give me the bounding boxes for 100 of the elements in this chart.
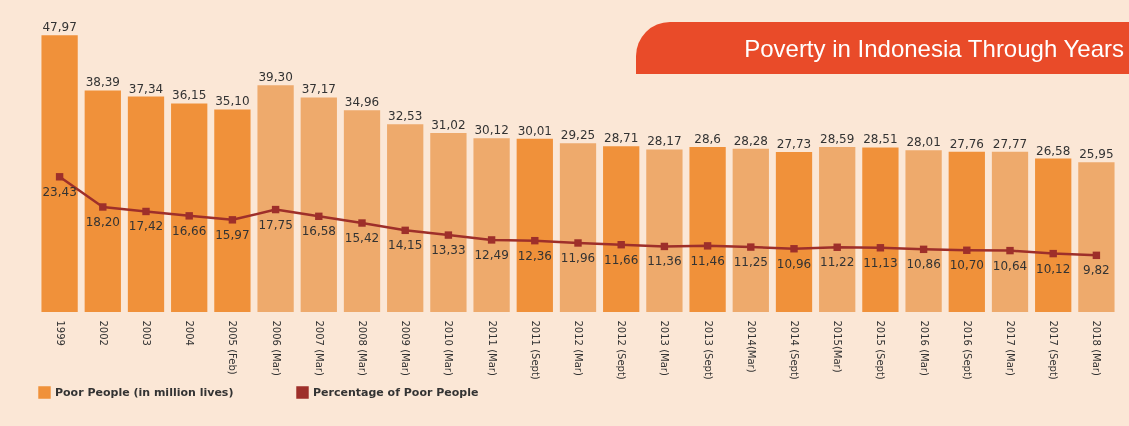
- data-label: 11,13: [863, 255, 898, 270]
- data-label: 28,17: [647, 134, 682, 149]
- bar: [41, 35, 78, 312]
- data-label: 11,66: [604, 252, 639, 267]
- bar: [559, 143, 597, 312]
- x-tick-label: 2003: [141, 320, 152, 346]
- x-tick-label: 2006 (Mar): [270, 320, 282, 376]
- legend-label: Percentage of Poor People: [313, 385, 479, 399]
- chart-title: Poverty in Indonesia Through Years: [744, 35, 1124, 63]
- x-tick-label: 2017 (Mar): [1005, 320, 1016, 376]
- data-label: 29,25: [560, 128, 596, 143]
- data-label: 23,43: [42, 184, 77, 199]
- point: [790, 245, 798, 253]
- data-label: 37,17: [301, 82, 336, 97]
- bar: [689, 146, 726, 312]
- bar: [819, 147, 856, 312]
- data-label: 28,51: [863, 132, 898, 147]
- point: [99, 203, 107, 211]
- data-label: 28,59: [820, 132, 855, 147]
- point: [444, 231, 453, 239]
- point: [142, 207, 150, 216]
- bar: [257, 85, 294, 312]
- data-label: 27,77: [992, 136, 1028, 151]
- data-label: 35,10: [215, 94, 250, 109]
- bar: [948, 151, 985, 312]
- data-label: 36,15: [172, 88, 207, 103]
- data-label: 37,34: [128, 81, 164, 96]
- bar: [603, 146, 640, 312]
- bar: [171, 103, 208, 312]
- data-label: 14,15: [388, 238, 423, 253]
- data-label: 47,97: [42, 20, 77, 35]
- data-label: 18,20: [85, 214, 120, 229]
- data-label: 12,36: [517, 248, 552, 263]
- x-tick-label: 2010 (Mar): [443, 320, 455, 376]
- bar: [991, 151, 1029, 312]
- data-label: 39,30: [258, 70, 293, 85]
- data-label: 10,12: [1036, 261, 1071, 276]
- x-tick-label: 2002: [97, 320, 109, 346]
- point: [531, 236, 539, 245]
- bar: [127, 96, 165, 312]
- data-label: 16,66: [172, 223, 207, 238]
- data-label: 17,42: [128, 219, 164, 234]
- x-tick-label: 2008 (Mar): [357, 320, 368, 376]
- x-tick-label: 2014(Mar): [745, 320, 757, 373]
- data-label: 27,76: [949, 136, 984, 151]
- point: [401, 226, 409, 235]
- data-label: 28,6: [694, 131, 721, 146]
- bar: [473, 138, 510, 312]
- data-label: 17,75: [258, 217, 293, 232]
- data-label: 15,97: [215, 227, 250, 242]
- data-label: 11,25: [733, 255, 768, 270]
- data-label: 32,53: [388, 109, 423, 124]
- data-label: 10,86: [906, 257, 941, 272]
- data-label: 28,01: [906, 135, 941, 150]
- data-label: 30,12: [474, 123, 509, 138]
- data-label: 12,49: [474, 247, 509, 262]
- point: [833, 243, 841, 251]
- x-tick-label: 2012 (Mar): [573, 320, 584, 376]
- x-tick-label: 2013 (Mar): [659, 320, 671, 376]
- point: [1049, 249, 1057, 258]
- data-label: 13,33: [431, 243, 466, 258]
- data-label: 15,42: [344, 231, 380, 246]
- x-tick-label: 2009 (Mar): [400, 320, 412, 376]
- x-tick-label: 2018 (Mar): [1091, 320, 1103, 376]
- bar: [862, 147, 899, 312]
- data-label: 11,22: [820, 255, 855, 270]
- data-label: 38,39: [85, 75, 120, 90]
- data-label: 28,71: [604, 131, 639, 146]
- bar: [343, 110, 381, 312]
- point: [963, 246, 971, 254]
- data-label: 27,73: [776, 136, 812, 151]
- point: [358, 219, 366, 227]
- data-label: 11,36: [647, 254, 682, 269]
- data-label: 9,82: [1083, 263, 1110, 278]
- x-tick-label: 2017 (Sept): [1048, 320, 1060, 380]
- x-tick-label: 2012 (Sept): [616, 320, 628, 380]
- x-tick-label: 2015(Mar): [832, 320, 844, 373]
- bar: [732, 148, 769, 312]
- bar: [430, 132, 467, 312]
- data-label: 26,58: [1036, 143, 1071, 158]
- data-label: 16,58: [301, 224, 336, 239]
- bar: [214, 109, 251, 312]
- data-label: 11,46: [690, 253, 725, 268]
- data-label: 11,96: [560, 250, 596, 265]
- bar: [387, 124, 424, 312]
- x-tick-label: 2016 (Sept): [961, 320, 973, 380]
- data-label: 10,70: [949, 258, 984, 273]
- data-label: 10,64: [992, 258, 1028, 273]
- point: [487, 236, 496, 244]
- bar: [300, 97, 337, 312]
- bar: [646, 149, 683, 312]
- point: [1006, 246, 1014, 255]
- bar: [1035, 158, 1072, 312]
- bar: [1078, 162, 1115, 312]
- data-label: 31,02: [431, 117, 466, 132]
- point: [315, 212, 323, 221]
- x-tick-label: 2005 (Feb): [227, 320, 239, 375]
- point: [185, 212, 193, 220]
- x-tick-label: 2007 (Mar): [313, 320, 325, 376]
- x-tick-label: 2015 (Sept): [875, 320, 887, 380]
